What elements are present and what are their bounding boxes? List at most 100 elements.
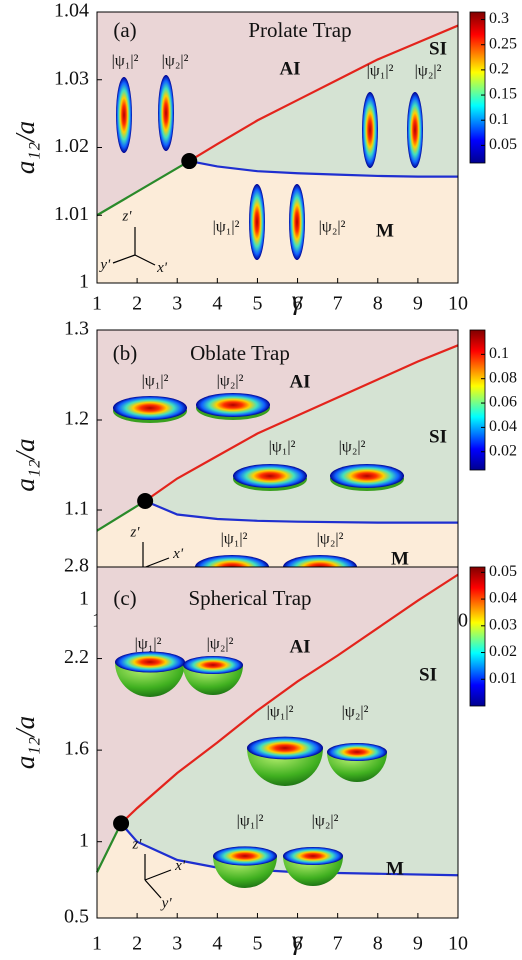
density-inset: [289, 184, 305, 260]
y-axis-label: a₁₂/a: [10, 438, 40, 491]
colorbar: [469, 11, 486, 164]
boundary-line: [189, 159, 458, 178]
plot-frame: [96, 566, 459, 919]
x-tick-label: 2: [132, 293, 142, 315]
x-tick-label: 6: [293, 293, 303, 315]
y-tick-label: 0.5: [64, 906, 89, 928]
colorbar-tick-label: 0.05: [489, 136, 517, 153]
colorbar-tick-label: 0.04: [489, 418, 517, 435]
region-label: SI: [419, 664, 437, 685]
density-inset: [327, 743, 387, 761]
panel-title: Oblate Trap: [190, 341, 290, 365]
axis-arrow: [112, 254, 136, 264]
axis-icon-label: y': [160, 896, 173, 912]
region-label: AI: [289, 636, 310, 657]
axis-arrow: [144, 879, 162, 899]
density-inset: [116, 77, 132, 153]
density-inset: [158, 75, 174, 151]
x-tick-label: 4: [212, 293, 222, 315]
y-tick-label: 1.01: [54, 203, 89, 225]
boundary-line: [144, 344, 459, 502]
colorbar-tick-label: 0.25: [489, 35, 517, 52]
inset-label: |ψ₁|²: [269, 439, 296, 456]
boundary-line: [120, 573, 459, 825]
y-tick-label: 1: [79, 271, 89, 293]
colorbar-tick-label: 0.03: [489, 616, 517, 633]
inset-label: |ψ₂|²: [339, 439, 366, 456]
inset-label: |ψ₂|²: [319, 219, 346, 236]
x-axis-label: γ: [292, 285, 304, 315]
density-inset: [249, 184, 265, 260]
y-tick-label: 1.03: [54, 67, 89, 89]
inset-label: |ψ₁|²: [142, 373, 169, 390]
colorbar-tick-label: 0.1: [489, 345, 509, 362]
axis-icon-label: x': [156, 260, 168, 276]
inset-label: |ψ₁|²: [135, 636, 162, 653]
density-inset: [196, 393, 270, 417]
axis-icon-label: x': [172, 546, 184, 562]
region-label: M: [376, 220, 394, 241]
region-ai: [97, 12, 458, 216]
x-tick-label: 6: [293, 933, 303, 955]
boundary-line: [144, 499, 458, 524]
x-tick-label: 1: [92, 293, 102, 315]
y-tick-label: 1.6: [64, 738, 89, 760]
x-tick-label: 9: [413, 933, 423, 955]
y-tick-label: 1.2: [64, 408, 89, 430]
y-tick-label: 1: [79, 588, 89, 610]
boundary-line: [188, 24, 459, 162]
inset-label: |ψ₁|²: [367, 63, 394, 80]
inset-label: |ψ₁|²: [221, 531, 248, 548]
y-tick-label: 1: [79, 829, 89, 851]
density-inset: [213, 846, 277, 866]
x-tick-label: 5: [252, 933, 262, 955]
colorbar: [469, 329, 486, 471]
axis-arrow: [144, 869, 172, 881]
inset-label: |ψ₁|²: [237, 813, 264, 830]
region-ai: [97, 567, 458, 873]
colorbar: [469, 566, 486, 707]
colorbar-tick-label: 0.02: [489, 643, 517, 660]
x-axis-label: γ: [292, 925, 304, 955]
density-inset: [283, 847, 343, 865]
x-tick-label: 7: [333, 933, 343, 955]
panel-title: Spherical Trap: [188, 586, 311, 610]
inset-label: |ψ₂|²: [342, 704, 369, 721]
inset-label: |ψ₂|²: [217, 373, 244, 390]
panel-label: (c): [113, 586, 136, 610]
x-tick-label: 8: [373, 933, 383, 955]
colorbar-tick-label: 0.05: [489, 563, 517, 580]
density-inset: [362, 92, 378, 168]
x-tick-label: 10: [448, 293, 468, 315]
region-label: SI: [429, 38, 447, 59]
region-label: AI: [279, 58, 300, 79]
boundary-line: [96, 822, 123, 873]
y-tick-label: 2.2: [64, 646, 89, 668]
axis-icon-label: x': [174, 858, 186, 874]
y-tick-label: 1.02: [54, 135, 89, 157]
inset-label: |ψ₂|²: [415, 63, 442, 80]
x-tick-label: 8: [373, 293, 383, 315]
boundary-line: [96, 500, 146, 532]
colorbar-tick-label: 0.06: [489, 394, 517, 411]
y-tick-label: 1.3: [64, 318, 89, 340]
inset-label: |ψ₁|²: [213, 219, 240, 236]
panel-title: Prolate Trap: [248, 18, 351, 42]
panel-label: (b): [113, 341, 138, 365]
critical-point: [137, 493, 154, 509]
x-tick-label: 3: [172, 293, 182, 315]
region-ai: [97, 330, 458, 531]
axis-icon-label: z': [129, 524, 140, 540]
inset-label: |ψ₁|²: [267, 704, 294, 721]
x-tick-label: 4: [212, 933, 222, 955]
panel-label: (a): [113, 18, 136, 42]
region-label: M: [391, 548, 409, 569]
inset-label: |ψ₁|²: [112, 53, 139, 70]
inset-label: |ψ₂|²: [317, 531, 344, 548]
colorbar-tick-label: 0.15: [489, 86, 517, 103]
inset-label: |ψ₂|²: [207, 636, 234, 653]
x-tick-label: 7: [333, 293, 343, 315]
x-tick-label: 3: [172, 933, 182, 955]
colorbar-tick-label: 0.3: [489, 10, 509, 27]
